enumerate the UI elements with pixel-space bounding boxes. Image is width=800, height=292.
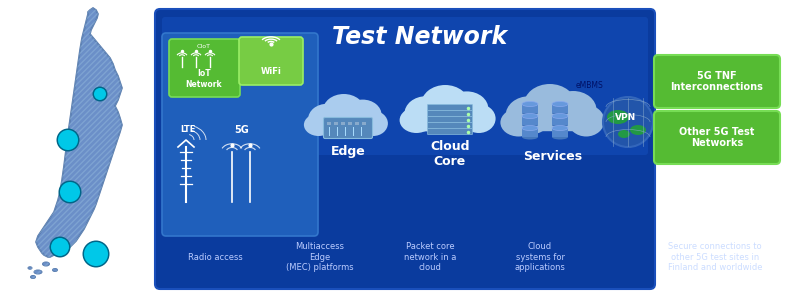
Ellipse shape <box>501 109 537 136</box>
Text: eMBMS: eMBMS <box>576 81 604 90</box>
Circle shape <box>82 241 110 267</box>
Ellipse shape <box>34 270 42 274</box>
Bar <box>348 122 352 125</box>
Text: VPN: VPN <box>615 114 637 123</box>
Circle shape <box>51 238 69 256</box>
Ellipse shape <box>522 123 538 128</box>
FancyBboxPatch shape <box>427 128 473 135</box>
Ellipse shape <box>404 96 448 131</box>
Ellipse shape <box>618 130 630 138</box>
Ellipse shape <box>603 97 653 147</box>
Circle shape <box>50 237 70 258</box>
Ellipse shape <box>358 111 388 136</box>
Text: 5G: 5G <box>234 125 250 135</box>
Text: Multiaccess
Edge
(MEC) platforms: Multiaccess Edge (MEC) platforms <box>286 242 354 272</box>
Ellipse shape <box>445 91 489 127</box>
Text: Other 5G Test
Networks: Other 5G Test Networks <box>679 127 754 148</box>
Ellipse shape <box>42 262 50 266</box>
Ellipse shape <box>607 110 629 124</box>
Ellipse shape <box>308 104 346 135</box>
FancyBboxPatch shape <box>427 110 473 117</box>
Bar <box>522 128 538 137</box>
Ellipse shape <box>522 102 538 107</box>
Text: IoT
Network: IoT Network <box>186 69 222 89</box>
FancyBboxPatch shape <box>654 55 780 108</box>
FancyBboxPatch shape <box>427 117 473 123</box>
Bar <box>334 122 338 125</box>
Bar <box>552 104 568 113</box>
Text: LTE: LTE <box>180 126 196 135</box>
Ellipse shape <box>28 267 32 269</box>
Bar <box>552 116 568 125</box>
Ellipse shape <box>322 94 365 128</box>
Ellipse shape <box>53 269 58 272</box>
Text: Packet core
network in a
cloud: Packet core network in a cloud <box>404 242 456 272</box>
Text: Secure connections to
other 5G test sites in
Finland and worldwide: Secure connections to other 5G test site… <box>668 242 762 272</box>
Text: Radio access: Radio access <box>188 253 242 262</box>
Ellipse shape <box>522 114 538 119</box>
Ellipse shape <box>30 275 35 279</box>
FancyBboxPatch shape <box>427 123 473 128</box>
FancyBboxPatch shape <box>169 39 240 97</box>
Ellipse shape <box>399 107 434 133</box>
Circle shape <box>84 242 108 266</box>
Ellipse shape <box>568 105 605 136</box>
Bar <box>522 104 538 113</box>
Ellipse shape <box>550 91 597 129</box>
Ellipse shape <box>630 125 646 135</box>
Ellipse shape <box>506 96 552 135</box>
Ellipse shape <box>552 123 568 128</box>
FancyBboxPatch shape <box>162 17 648 155</box>
Bar <box>522 116 538 125</box>
FancyBboxPatch shape <box>155 9 655 289</box>
Text: Cloud
systems for
applications: Cloud systems for applications <box>514 242 566 272</box>
Circle shape <box>57 128 79 152</box>
Bar <box>552 128 568 137</box>
Text: Cloud
Core: Cloud Core <box>430 140 470 168</box>
FancyBboxPatch shape <box>427 105 473 110</box>
Ellipse shape <box>552 102 568 107</box>
Ellipse shape <box>552 110 568 116</box>
Text: Edge: Edge <box>330 145 366 159</box>
Ellipse shape <box>462 104 496 133</box>
Circle shape <box>93 86 107 102</box>
Ellipse shape <box>421 85 469 124</box>
Ellipse shape <box>344 100 382 131</box>
FancyBboxPatch shape <box>162 33 318 236</box>
Text: Test Network: Test Network <box>332 25 508 49</box>
Ellipse shape <box>522 110 538 116</box>
Ellipse shape <box>552 135 568 140</box>
Ellipse shape <box>552 126 568 131</box>
Text: WiFi: WiFi <box>261 67 282 77</box>
Ellipse shape <box>304 114 334 136</box>
Circle shape <box>94 88 106 100</box>
Bar <box>327 122 331 125</box>
Polygon shape <box>36 8 122 257</box>
Circle shape <box>58 130 78 150</box>
Circle shape <box>58 180 82 204</box>
Ellipse shape <box>524 84 576 126</box>
FancyBboxPatch shape <box>239 37 303 85</box>
FancyBboxPatch shape <box>323 117 373 138</box>
Text: 5G TNF
Interconnections: 5G TNF Interconnections <box>670 71 763 92</box>
Bar <box>341 122 345 125</box>
Ellipse shape <box>522 135 538 140</box>
Circle shape <box>60 182 80 202</box>
Bar <box>355 122 359 125</box>
Bar <box>362 122 366 125</box>
Ellipse shape <box>552 114 568 119</box>
Text: CIoT: CIoT <box>197 44 211 48</box>
FancyBboxPatch shape <box>654 111 780 164</box>
Text: Services: Services <box>523 150 582 163</box>
Ellipse shape <box>522 126 538 131</box>
